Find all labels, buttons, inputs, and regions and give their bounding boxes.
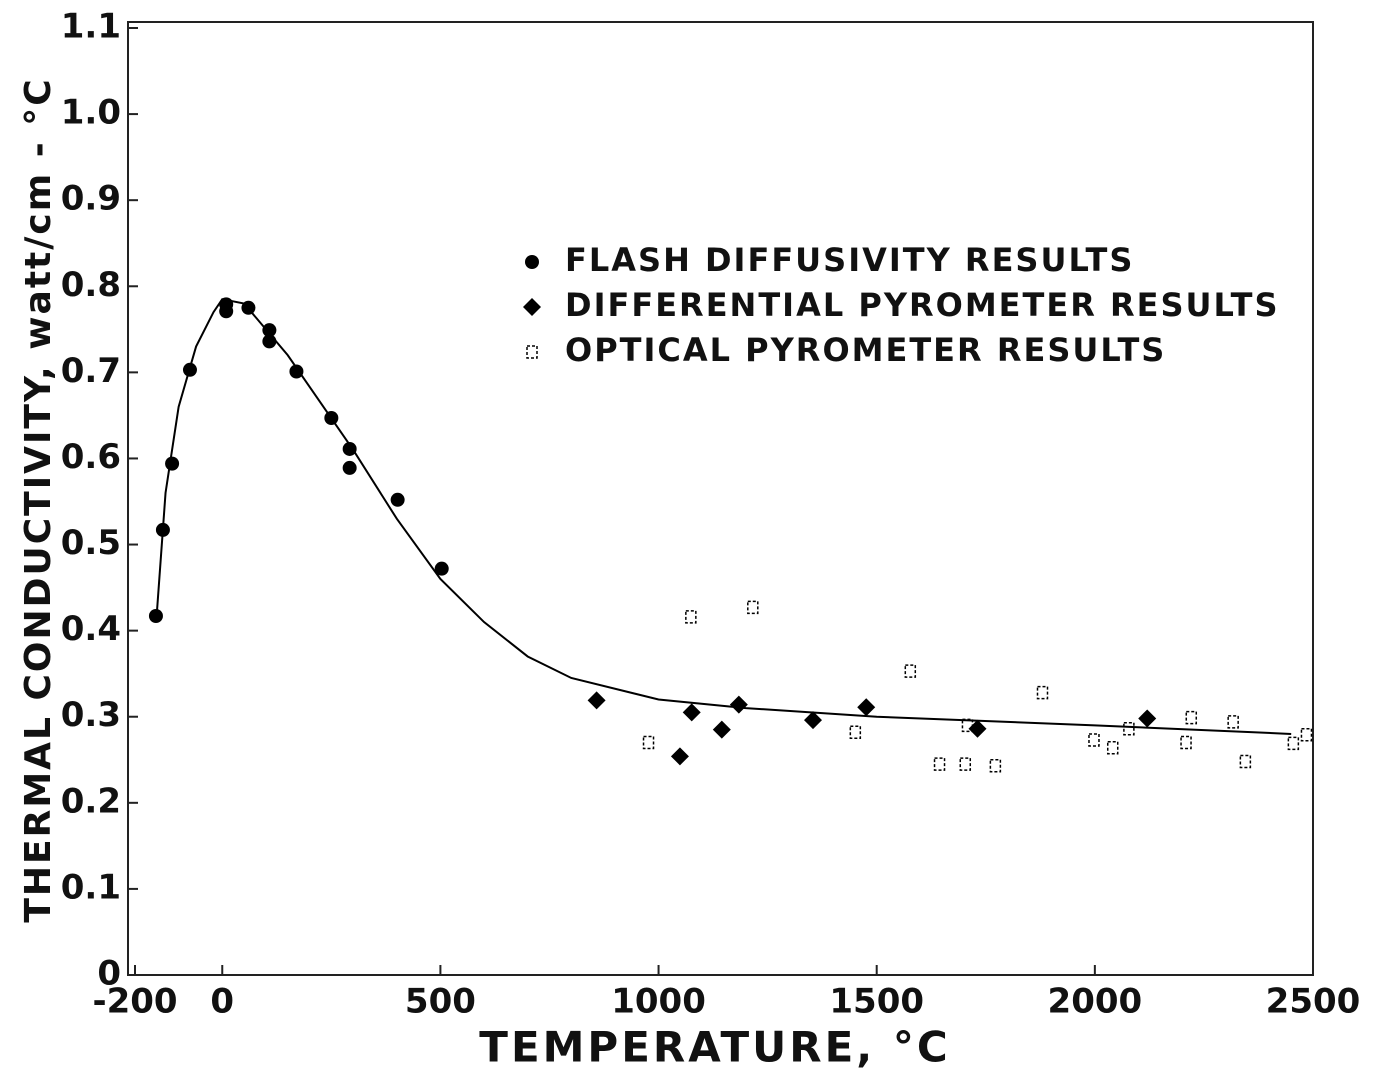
data-point [904, 664, 917, 678]
x-tick-label: 1000 [611, 982, 706, 1022]
y-tick-label: 0.5 [61, 523, 121, 563]
y-tick-label: 0.9 [61, 179, 121, 219]
data-point [1138, 709, 1157, 728]
data-point [804, 711, 823, 730]
data-point [961, 718, 974, 733]
data-point [262, 323, 277, 338]
data-point [1227, 715, 1239, 729]
data-point [642, 735, 655, 750]
y-tick-label: 0.1 [61, 867, 121, 907]
data-point [670, 747, 689, 766]
data-point [523, 298, 541, 316]
data-point [342, 460, 357, 475]
data-point [1185, 710, 1198, 725]
data-point [1036, 685, 1049, 700]
x-tick-label: 2000 [1048, 982, 1143, 1022]
x-tick-label: 2500 [1266, 982, 1361, 1022]
plot-frame [127, 21, 1314, 976]
data-point [241, 300, 256, 315]
data-point [1123, 722, 1135, 736]
y-tick-label: 1.0 [61, 93, 121, 133]
data-point [989, 759, 1002, 773]
y-tick-label: 0.7 [61, 351, 121, 391]
data-point [155, 522, 170, 537]
data-point [729, 695, 748, 714]
data-point [526, 345, 538, 359]
data-point [959, 757, 972, 771]
data-point [1287, 736, 1300, 751]
data-point [1300, 728, 1313, 742]
y-tick-label: 1.1 [61, 7, 121, 47]
data-point [390, 492, 405, 507]
y-tick-label: 0.6 [61, 437, 121, 477]
data-point [857, 698, 876, 717]
data-point [1239, 754, 1252, 769]
data-point [933, 757, 946, 771]
fit-curve [155, 298, 1292, 735]
x-tick-label: -200 [92, 982, 177, 1022]
x-tick-label: 1500 [829, 982, 924, 1022]
data-point [849, 725, 862, 739]
legend-label: FLASH DIFFUSIVITY RESULTS [565, 241, 1134, 279]
data-point [148, 609, 163, 624]
y-tick-label: 0 [97, 954, 121, 994]
data-point [712, 720, 731, 739]
data-point [262, 334, 277, 349]
data-point [165, 456, 180, 471]
legend-label: DIFFERENTIAL PYROMETER RESULTS [565, 286, 1280, 324]
data-point [968, 719, 987, 738]
data-point [182, 362, 197, 377]
y-tick-label: 0.2 [61, 781, 121, 821]
data-point [289, 364, 304, 379]
x-axis-label: TEMPERATURE, °C [479, 1023, 950, 1072]
data-point [587, 691, 606, 710]
data-point [525, 255, 539, 269]
data-point [219, 304, 234, 319]
y-tick-label: 0.8 [61, 265, 121, 305]
data-point [1088, 733, 1100, 747]
data-point [685, 610, 697, 624]
x-tick-label: 500 [405, 982, 476, 1022]
y-axis-label: THERMAL CONDUCTIVITY, watt/cm - °C [18, 77, 59, 922]
x-tick-label: 0 [210, 982, 234, 1022]
y-tick-label: 0.3 [61, 695, 121, 735]
data-point [342, 441, 357, 456]
data-point [1106, 740, 1119, 755]
data-point [682, 703, 701, 722]
y-tick-label: 0.4 [61, 609, 121, 649]
legend-label: OPTICAL PYROMETER RESULTS [565, 331, 1166, 369]
data-point [747, 600, 759, 615]
data-point [434, 561, 449, 576]
data-point [1180, 735, 1192, 750]
data-point [324, 410, 339, 425]
